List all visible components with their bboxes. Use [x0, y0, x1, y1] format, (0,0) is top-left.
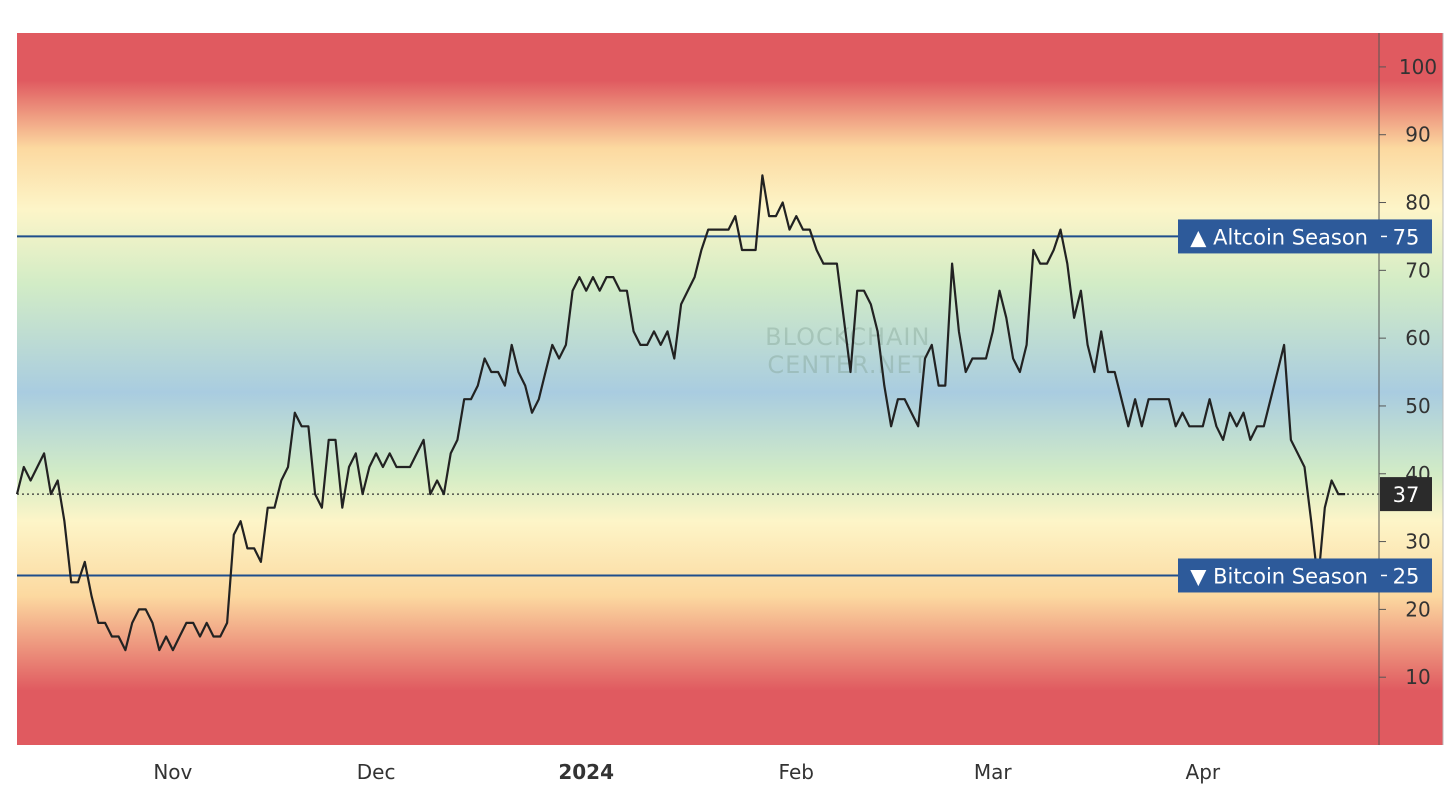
current-value-box	[1380, 477, 1432, 512]
y-tick-label: 60	[1405, 326, 1430, 350]
y-tick-label: 50	[1405, 394, 1430, 418]
current-value-label: 37	[1393, 483, 1420, 507]
x-tick-label: Dec	[357, 760, 396, 784]
threshold-tag-value: 75	[1393, 225, 1420, 249]
x-tick-label: 2024	[558, 760, 614, 784]
plot-background	[17, 33, 1444, 745]
x-tick-label: Apr	[1186, 760, 1221, 784]
y-tick-label: 100	[1399, 55, 1437, 79]
right-frame	[1443, 33, 1456, 745]
threshold-tags: ▲ Altcoin Season 75 ▼ Bitcoin Season 25	[1178, 219, 1432, 593]
series-line	[15, 174, 1346, 652]
y-tick-label: 30	[1405, 530, 1430, 554]
threshold-lines	[17, 235, 1379, 577]
x-tick-label: Mar	[974, 760, 1013, 784]
threshold-tag-label: ▼ Bitcoin Season	[1190, 564, 1368, 588]
series-group	[15, 174, 1346, 652]
y-tick-label: 20	[1405, 597, 1430, 621]
threshold-tag-box	[1178, 219, 1432, 254]
threshold-tag-box	[1178, 558, 1432, 593]
y-tick-label: 70	[1405, 258, 1430, 282]
y-tick-label: 10	[1405, 665, 1430, 689]
watermark-text: CENTER.NET	[767, 351, 928, 379]
x-tick-label: Nov	[153, 760, 192, 784]
threshold-tag-value: 25	[1393, 564, 1420, 588]
y-tick-label: 80	[1405, 191, 1430, 215]
x-tick-label: Feb	[779, 760, 814, 784]
threshold-tag-label: ▲ Altcoin Season	[1190, 225, 1368, 249]
y-tick-label: 90	[1405, 123, 1430, 147]
x-axis-ticks: Nov Dec 2024 Feb Mar Apr	[153, 760, 1221, 784]
current-value-tag: 37	[1380, 477, 1432, 512]
